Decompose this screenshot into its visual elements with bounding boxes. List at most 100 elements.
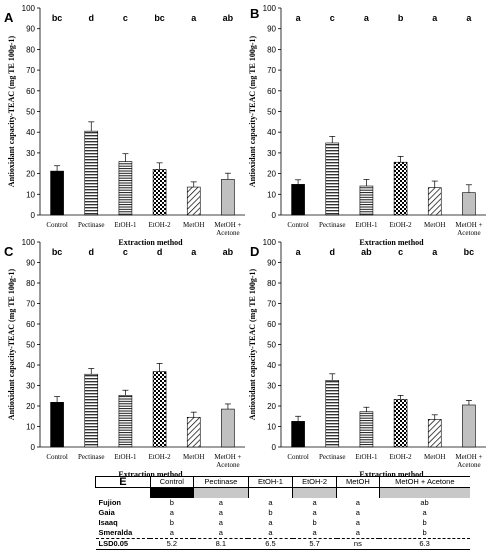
table-header-cell: EtOH-1 bbox=[247, 476, 293, 488]
bar-etoh-2 bbox=[152, 371, 167, 448]
x-tick-label: MetOH + bbox=[214, 453, 241, 461]
y-axis-label: Antioxidant capacity-TEAC (mg TE 100g-1) bbox=[7, 35, 16, 187]
x-tick-label-line2: Acetone bbox=[457, 461, 480, 469]
significance-letter: b bbox=[398, 13, 404, 23]
y-tick-label: 90 bbox=[267, 259, 276, 268]
y-tick-label: 0 bbox=[31, 211, 36, 220]
y-tick-label: 50 bbox=[26, 341, 35, 350]
bar-etoh-2 bbox=[152, 169, 167, 216]
panel-label-a: A bbox=[4, 10, 14, 25]
y-tick-label: 30 bbox=[26, 382, 35, 391]
significance-letter: c bbox=[330, 13, 335, 23]
significance-letter: a bbox=[191, 13, 197, 23]
x-axis-label: Extraction method bbox=[118, 470, 183, 479]
x-axis-label: Extraction method bbox=[359, 470, 424, 479]
y-axis-label: Antioxidant capacity-TEAC (mg TE 100g-1) bbox=[248, 268, 257, 420]
table-cell: ns bbox=[336, 538, 380, 550]
table-header-cell: EtOH-2 bbox=[292, 476, 337, 488]
x-tick-label: MetOH + bbox=[455, 221, 482, 229]
y-tick-label: 90 bbox=[267, 25, 276, 34]
x-tick-label: MetOH bbox=[424, 453, 445, 461]
table-header-cell: MetOH bbox=[336, 476, 380, 488]
table-row-name: Gaia bbox=[98, 508, 115, 517]
y-tick-label: 50 bbox=[267, 108, 276, 117]
y-tick-label: 100 bbox=[263, 238, 277, 247]
table-fill-swatch bbox=[247, 487, 293, 498]
y-tick-label: 40 bbox=[267, 128, 276, 137]
table-fill-swatch bbox=[378, 487, 470, 498]
table-cell: b bbox=[169, 498, 174, 507]
x-tick-label: EtOH-2 bbox=[148, 453, 171, 461]
bar-pectinase bbox=[325, 380, 340, 448]
table-cell: a bbox=[218, 498, 223, 507]
y-tick-label: 60 bbox=[26, 87, 35, 96]
bar-etoh-2 bbox=[393, 399, 408, 448]
table-row: Gaia a a b a a a bbox=[96, 508, 471, 518]
table-cell: a bbox=[268, 498, 273, 507]
y-axis-label: Antioxidant capacity-TEAC (mg TE 100g-1) bbox=[248, 35, 257, 187]
bar-control bbox=[50, 402, 64, 448]
table-cell: ab bbox=[420, 498, 429, 507]
y-tick-label: 20 bbox=[267, 402, 276, 411]
x-tick-label: Control bbox=[46, 453, 67, 461]
y-tick-label: 70 bbox=[267, 300, 276, 309]
panel-label-d: D bbox=[250, 244, 259, 259]
x-tick-label: Pectinase bbox=[78, 221, 104, 229]
significance-letter: bc bbox=[52, 13, 63, 23]
significance-letter: a bbox=[432, 247, 438, 257]
x-tick-label: EtOH-2 bbox=[389, 221, 412, 229]
y-tick-label: 80 bbox=[26, 45, 35, 54]
letters-table: E Control Pectinase EtOH-1 EtOH-2 MetOH MetOH… bbox=[95, 476, 470, 550]
table-cell: a bbox=[218, 508, 223, 517]
table-fill-swatch bbox=[336, 487, 380, 498]
significance-letter: bc bbox=[154, 13, 165, 23]
significance-letter: ab bbox=[361, 247, 372, 257]
table-row-lsd: LSD0.05 5.2 8.1 6.5 5.7 ns 6.3 bbox=[95, 538, 470, 550]
table-cell: a bbox=[355, 508, 360, 517]
significance-letter: a bbox=[296, 13, 302, 23]
x-tick-label: Control bbox=[46, 221, 67, 229]
y-tick-label: 40 bbox=[26, 128, 35, 137]
bar-metoh-acetone bbox=[462, 192, 476, 216]
x-tick-label: MetOH + bbox=[214, 221, 241, 229]
y-tick-label: 10 bbox=[26, 190, 35, 199]
x-tick-label: Control bbox=[287, 221, 308, 229]
bar-metoh-acetone bbox=[221, 408, 235, 448]
x-tick-label: MetOH bbox=[424, 221, 445, 229]
y-tick-label: 30 bbox=[26, 149, 35, 158]
y-tick-label: 80 bbox=[26, 279, 35, 288]
table-cell: a bbox=[169, 528, 174, 537]
panel-label-b: B bbox=[250, 6, 259, 21]
significance-letter: bc bbox=[464, 247, 475, 257]
x-tick-label: MetOH bbox=[183, 453, 204, 461]
x-tick-label: EtOH-2 bbox=[389, 453, 412, 461]
table-header-cell: Pectinase bbox=[192, 476, 249, 488]
table-cell: b bbox=[268, 508, 273, 517]
significance-letter: a bbox=[296, 247, 302, 257]
y-tick-label: 90 bbox=[26, 259, 35, 268]
significance-letter: d bbox=[330, 247, 336, 257]
table-cell: a bbox=[268, 528, 273, 537]
chart-panel-c: C 0 10 20 30 40 50 60 70 80 90 100 Antioxidant capac… bbox=[4, 238, 245, 479]
y-tick-label: 90 bbox=[26, 25, 35, 34]
bar-control bbox=[291, 184, 305, 216]
table-cell: 8.1 bbox=[193, 538, 249, 550]
x-tick-label: Pectinase bbox=[319, 453, 345, 461]
significance-letter: c bbox=[123, 247, 128, 257]
table-cell: a bbox=[268, 518, 273, 527]
bar-control bbox=[50, 170, 64, 216]
table-cell: a bbox=[218, 518, 223, 527]
bar-pectinase bbox=[84, 130, 99, 216]
y-tick-label: 40 bbox=[267, 361, 276, 370]
y-tick-label: 20 bbox=[26, 170, 35, 179]
table-header-cell: MetOH + Acetone bbox=[378, 476, 470, 488]
bar-etoh-1 bbox=[359, 411, 374, 448]
y-tick-label: 100 bbox=[22, 4, 36, 13]
y-tick-label: 0 bbox=[272, 211, 277, 220]
bar-etoh-1 bbox=[118, 161, 133, 216]
bar-metoh bbox=[186, 186, 201, 216]
significance-letter: bc bbox=[52, 247, 63, 257]
bar-metoh-acetone bbox=[221, 179, 235, 216]
y-tick-label: 20 bbox=[267, 170, 276, 179]
y-tick-label: 70 bbox=[267, 66, 276, 75]
